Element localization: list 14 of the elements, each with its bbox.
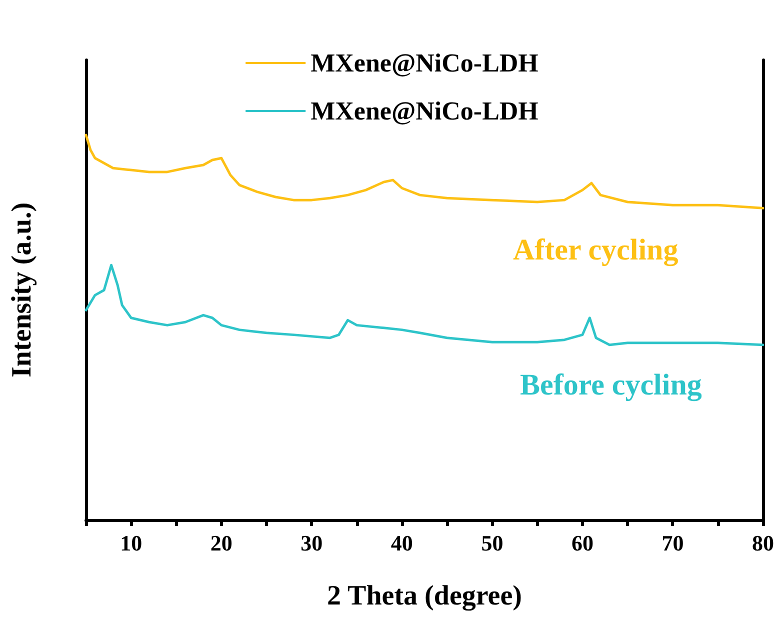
- x-tick-label: 50: [481, 530, 504, 556]
- x-tick-label: 30: [300, 530, 323, 556]
- annotation: Before cycling: [520, 368, 702, 402]
- legend-label: MXene@NiCo-LDH: [310, 96, 538, 126]
- legend-label: MXene@NiCo-LDH: [310, 48, 538, 78]
- x-tick-label: 60: [571, 530, 594, 556]
- x-tick-label: 40: [390, 530, 413, 556]
- x-tick-label: 80: [752, 530, 774, 556]
- x-axis-title: 2 Theta (degree): [327, 580, 522, 612]
- y-axis-title: Intensity (a.u.): [6, 202, 38, 378]
- annotation: After cycling: [513, 234, 678, 266]
- x-tick-label: 10: [120, 530, 142, 556]
- x-tick-label: 20: [210, 530, 232, 556]
- x-tick-label: 70: [662, 530, 684, 556]
